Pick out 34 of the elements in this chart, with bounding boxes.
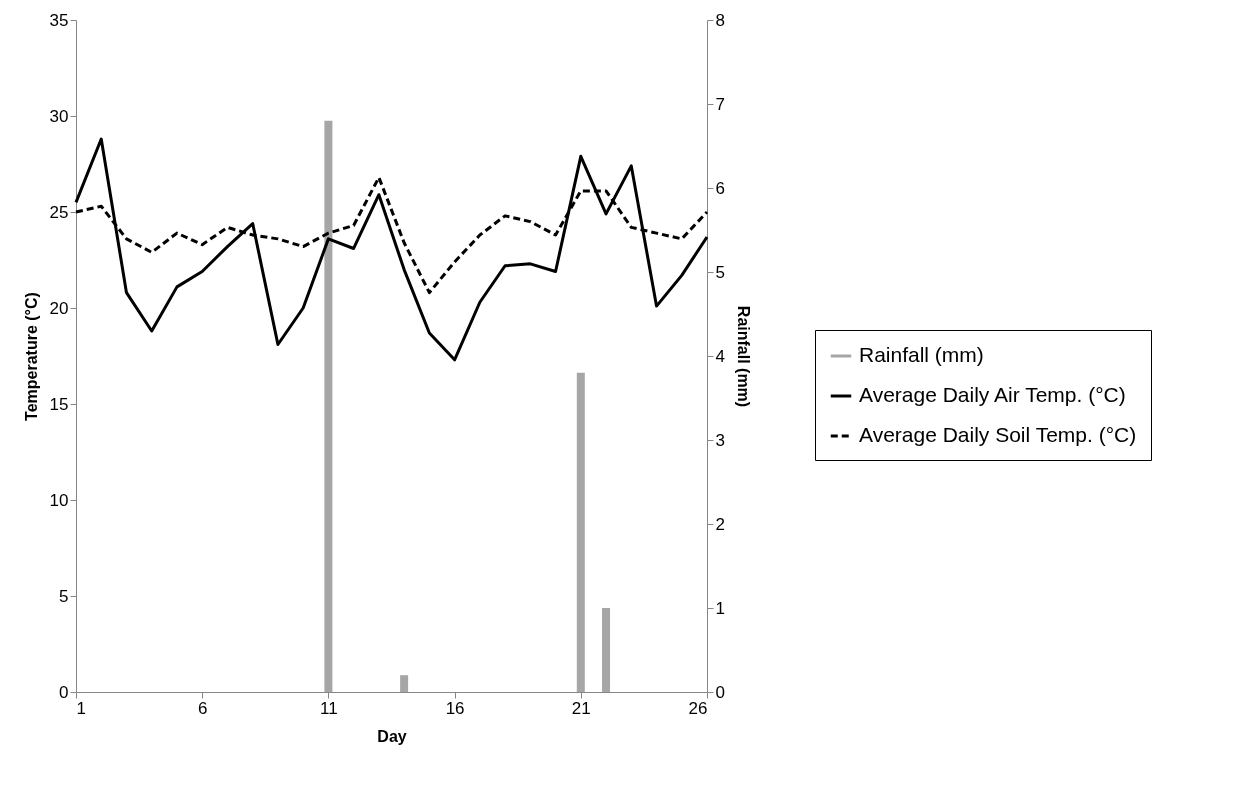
legend-label: Average Daily Air Temp. (°C) xyxy=(859,383,1126,406)
y2-tick-label: 7 xyxy=(715,94,725,114)
bar xyxy=(324,120,333,692)
y-tick-label: 5 xyxy=(59,586,69,606)
y-tick-label: 30 xyxy=(49,106,69,126)
y2-tick-label: 3 xyxy=(715,430,725,450)
y2-tick-label: 5 xyxy=(715,262,725,282)
y-tick-label: 15 xyxy=(49,394,69,414)
legend-label: Rainfall (mm) xyxy=(859,343,984,366)
y2-tick-label: 1 xyxy=(715,598,725,618)
y2-tick-label: 2 xyxy=(715,514,725,534)
x-tick-label: 21 xyxy=(571,698,591,718)
y-tick-label: 0 xyxy=(59,682,69,702)
bar xyxy=(400,675,409,692)
y2-tick-label: 8 xyxy=(715,10,725,30)
x-tick-label: 16 xyxy=(445,698,465,718)
x-axis-title: Day xyxy=(377,727,407,745)
y2-axis-title: Rainfall (mm) xyxy=(734,305,752,408)
y-tick-label: 10 xyxy=(49,490,69,510)
y-tick-label: 35 xyxy=(49,10,69,30)
x-tick-label: 11 xyxy=(320,698,338,718)
bar xyxy=(576,372,585,692)
y2-tick-label: 6 xyxy=(715,178,725,198)
x-tick-label: 6 xyxy=(197,698,208,718)
y-tick-label: 20 xyxy=(49,298,69,318)
y-tick-label: 25 xyxy=(49,202,69,222)
bar xyxy=(602,608,611,692)
x-tick-label: 26 xyxy=(688,698,708,718)
y-axis-title: Temperature (°C) xyxy=(22,292,40,421)
y2-tick-label: 4 xyxy=(715,346,725,366)
x-tick-label: 1 xyxy=(76,698,86,718)
y2-tick-label: 0 xyxy=(715,682,725,702)
legend-label: Average Daily Soil Temp. (°C) xyxy=(859,423,1137,446)
line-series xyxy=(74,137,709,362)
